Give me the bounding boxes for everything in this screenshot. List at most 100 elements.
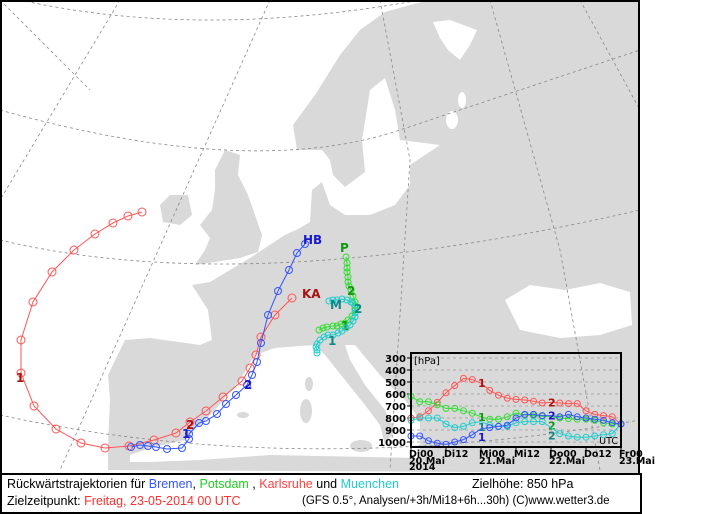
inset-ytick-label: 700	[385, 402, 406, 413]
trajectory-point-bremen	[222, 400, 230, 408]
trajectory-point-potsdam	[349, 292, 357, 300]
sicily	[350, 440, 372, 452]
trajectory-point-karlsruhe	[237, 376, 247, 386]
inset-series-point-bremen	[503, 421, 511, 429]
inset-series-point-bremen	[425, 437, 432, 445]
trajectory-point-potsdam	[343, 268, 351, 276]
trajectory-point-muenchen	[338, 295, 346, 303]
trajectory-point-muenchen	[329, 296, 337, 304]
sardinia	[300, 399, 312, 423]
inset-series-point-muenchen	[451, 424, 459, 432]
balearic-islands	[237, 412, 249, 418]
trajectory-point-bremen	[152, 443, 160, 451]
inset-series-point-karlsruhe	[600, 412, 607, 420]
trajectory-point-potsdam	[315, 326, 323, 334]
trajectory-point-muenchen	[329, 331, 337, 339]
inset-series-point-muenchen	[608, 430, 616, 438]
inset-xtick-label: Mi12	[514, 449, 540, 460]
trajectory-point-bremen	[127, 443, 135, 451]
trajectory-point-bremen	[248, 371, 256, 379]
inset-series-point-karlsruhe	[582, 407, 590, 415]
station-label-bremen: HB	[303, 233, 322, 247]
inset-utc-label: UTC	[599, 436, 618, 447]
lake-ladoga	[446, 111, 458, 129]
inset-series-point-karlsruhe	[460, 374, 467, 382]
inset-day-marker-2: 2	[548, 410, 556, 423]
legend-muenchen: Muenchen	[340, 477, 399, 491]
inset-series-line-karlsruhe	[410, 377, 622, 425]
inset-day-marker-1: 1	[478, 421, 486, 434]
trajectory-point-karlsruhe	[90, 229, 100, 239]
inset-ytick-label: 500	[385, 378, 406, 389]
inset-xtick-label: Di12	[444, 449, 468, 460]
great-britain	[195, 150, 262, 265]
inset-series-point-bremen	[451, 438, 459, 446]
legend-karlsruhe: Karlsruhe	[259, 477, 313, 491]
inset-series-point-karlsruhe	[530, 397, 537, 405]
trajectory-point-potsdam	[347, 286, 355, 294]
inset-date-label: 20.Mai	[409, 456, 445, 467]
trajectory-point-karlsruhe	[185, 417, 195, 427]
inland-seas	[130, 20, 632, 462]
corsica	[305, 377, 313, 391]
day-marker-1-muenchen: 1	[328, 334, 336, 348]
inset-series-point-bremen	[460, 436, 467, 444]
target-height: Zielhöhe: 850 hPa	[472, 477, 574, 491]
inset-series-point-muenchen	[486, 421, 494, 429]
legend-title: Rückwärtstrajektorien für	[7, 477, 146, 491]
inset-series-point-muenchen	[416, 414, 424, 422]
inset-series-point-muenchen	[433, 414, 441, 422]
trajectory-point-potsdam	[344, 278, 352, 286]
inset-xtick-label: Do00	[549, 449, 577, 460]
trajectory-point-karlsruhe	[16, 335, 26, 345]
inset-series-point-karlsruhe	[573, 400, 581, 408]
inset-day-marker-1: 1	[478, 411, 486, 424]
inset-series-point-bremen	[608, 419, 616, 427]
trajectory-point-bremen	[185, 430, 193, 438]
inset-series-point-muenchen	[512, 419, 520, 427]
inset-series-line-bremen	[411, 413, 622, 445]
inset-series-point-muenchen	[468, 419, 476, 427]
day-marker-1-karlsruhe: 1	[16, 371, 24, 385]
inset-series-point-bremen	[582, 414, 590, 422]
trajectory-point-muenchen	[313, 349, 321, 357]
trajectory-point-muenchen	[351, 304, 359, 312]
inset-unit-label: [hPa]	[414, 356, 440, 367]
trajectory-point-karlsruhe	[28, 297, 38, 307]
inset-day-marker-2: 2	[548, 396, 556, 409]
trajectory-point-karlsruhe	[137, 207, 147, 217]
inset-frame	[410, 352, 622, 448]
inset-series-point-karlsruhe	[425, 407, 432, 415]
station-label-muenchen: M	[330, 298, 342, 312]
legend-bremen: Bremen	[148, 477, 193, 491]
inset-series-point-potsdam	[442, 404, 450, 412]
inset-series-point-potsdam	[416, 398, 424, 406]
trajectory-point-muenchen	[343, 296, 351, 304]
inset-year-label: 2014	[409, 462, 436, 473]
inset-series-point-potsdam	[460, 407, 467, 415]
inset-day-marker-1: 1	[478, 431, 486, 444]
trajectory-point-karlsruhe	[29, 401, 39, 411]
inset-series-point-muenchen	[582, 433, 590, 441]
trajectory-point-muenchen	[338, 327, 346, 335]
inset-series-point-potsdam	[425, 398, 432, 406]
trajectory-point-bremen	[144, 442, 152, 450]
inset-series-point-potsdam	[433, 401, 441, 409]
inset-series-line-muenchen	[410, 417, 622, 438]
trajectory-point-karlsruhe	[123, 211, 133, 221]
inset-series-point-muenchen	[425, 414, 432, 422]
day-marker-2-bremen: 2	[244, 378, 252, 392]
inset-series-point-karlsruhe	[556, 399, 564, 407]
trajectory-point-potsdam	[344, 273, 352, 281]
inset-series-point-bremen	[600, 416, 607, 424]
inset-xtick-label: Di00	[409, 449, 434, 460]
inset-day-marker-2: 2	[548, 430, 556, 443]
inset-series-point-karlsruhe	[442, 389, 450, 397]
trajectory-point-bremen	[232, 391, 240, 399]
trajectory-point-potsdam	[343, 264, 351, 272]
inset-series-line-potsdam	[410, 395, 621, 425]
trajectory-point-potsdam	[319, 324, 327, 332]
trajectory-point-muenchen	[325, 297, 333, 305]
